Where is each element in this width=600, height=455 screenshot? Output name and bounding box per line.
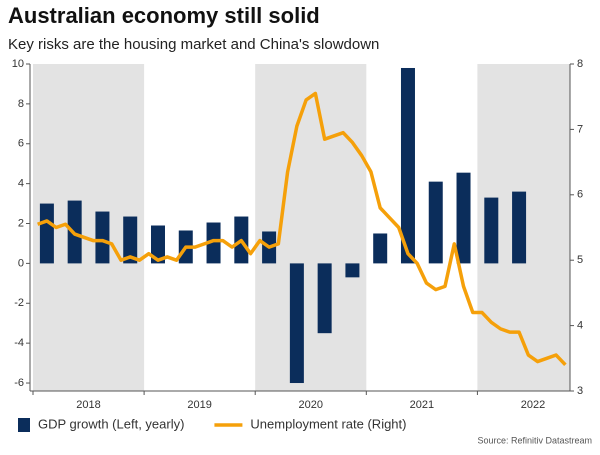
bar	[512, 191, 527, 264]
source: Source: Refinitiv Datastream	[477, 435, 592, 445]
y-tick-label: 8	[18, 98, 24, 110]
legend-label: Unemployment rate (Right)	[250, 416, 406, 431]
bar	[428, 181, 443, 264]
legend-swatch	[18, 418, 30, 432]
legend-label: GDP growth (Left, yearly)	[38, 416, 184, 431]
chart-subtitle: Key risks are the housing market and Chi…	[8, 36, 379, 53]
bar	[150, 225, 165, 264]
x-tick-label: 2018	[76, 399, 100, 411]
y-tick-label: 10	[12, 58, 24, 70]
bar	[373, 233, 388, 264]
bar	[456, 172, 471, 264]
y2-tick-label: 5	[577, 254, 583, 266]
x-tick-label: 2021	[410, 399, 434, 411]
y-tick-label: 4	[18, 178, 24, 190]
y-tick-label: 2	[18, 217, 24, 229]
y-tick-label: 6	[18, 138, 24, 150]
x-tick-label: 2022	[521, 399, 545, 411]
y-tick-label: -4	[14, 337, 24, 349]
year-band	[255, 64, 367, 391]
y-tick-label: -2	[14, 297, 24, 309]
y2-tick-label: 8	[577, 58, 583, 70]
y2-tick-label: 3	[577, 385, 583, 397]
bar	[484, 197, 499, 264]
y2-tick-label: 4	[577, 320, 583, 332]
bar	[317, 263, 332, 334]
y2-tick-label: 7	[577, 123, 583, 135]
bar	[345, 263, 360, 278]
y-tick-label: 0	[18, 257, 24, 269]
bar	[39, 203, 54, 264]
bar	[206, 222, 221, 264]
bar	[95, 211, 110, 264]
y-tick-label: -6	[14, 377, 24, 389]
line	[37, 91, 567, 367]
chart-title: Australian economy still solid	[8, 3, 320, 28]
bar	[123, 216, 138, 264]
x-tick-label: 2019	[187, 399, 211, 411]
x-tick-label: 2020	[299, 399, 323, 411]
y2-tick-label: 6	[577, 189, 583, 201]
bar	[400, 67, 415, 264]
bar	[289, 263, 304, 384]
